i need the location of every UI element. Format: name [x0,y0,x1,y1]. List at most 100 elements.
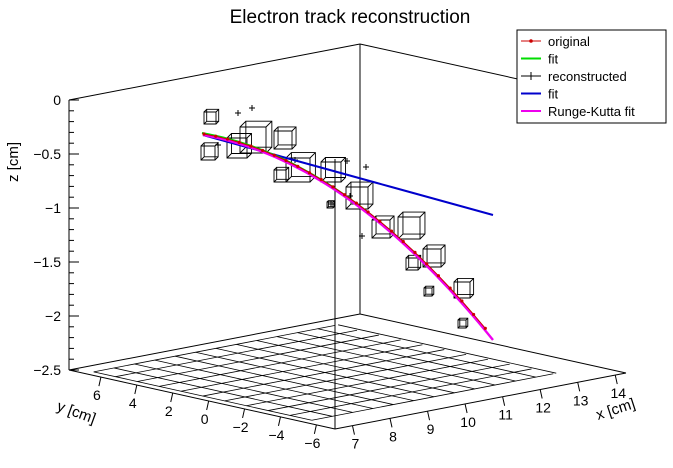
x-major-tick [577,382,581,392]
original-point [436,274,441,278]
floor-gridline [93,371,312,421]
y-tick-label: 0 [201,411,209,427]
x-major-tick [502,396,506,406]
y-major-tick [170,392,174,403]
y-major-tick [134,384,138,395]
x-major-tick [427,411,431,421]
y-major-tick [242,408,246,419]
series-runge-kutta-fit [202,133,494,341]
y-tick-label: −2 [233,419,249,435]
y-major-tick [313,424,317,434]
legend-label: fit [548,87,559,102]
y-axis-label: y [cm] [55,398,98,428]
reconstructed-cell-box [273,166,290,183]
series-layer [200,105,494,341]
chart-title: Electron track reconstruction [230,7,471,28]
y-axis: 6 4 2 0 −2 −4 −6 [93,376,321,451]
reconstructed-cell-box [453,277,475,299]
x-tick-label: 9 [427,421,435,437]
original-point [331,185,335,189]
legend-entry: original [521,34,590,49]
reconstructed-point [235,110,241,116]
x-tick-label: 8 [389,428,397,444]
legend-swatch-mark [529,39,533,43]
y-tick-label: 4 [129,395,137,411]
reconstructed-point [359,233,365,239]
z-axis-label: z [cm] [5,142,22,182]
z-tick-label: 0 [53,92,61,108]
x-tick-label: 11 [498,407,513,423]
original-point [307,171,312,175]
x-tick-label: 12 [535,400,551,416]
reconstructed-point [363,164,369,170]
legend-label: reconstructed [548,69,627,84]
legend-entry: fit [521,52,559,67]
x-tick-label: 14 [610,385,626,401]
box-edge [359,313,627,374]
original-point [471,312,476,317]
reconstructed-cell-box [203,108,220,125]
original-point [425,262,429,266]
z-tick-label: −1.5 [33,254,61,270]
x-major-tick [539,389,543,399]
reconstructed-point [215,142,221,148]
x-axis-line [334,372,627,430]
original-point [225,137,230,141]
floor-gridline [175,355,394,405]
legend-label: original [548,34,590,49]
floor-gridline [154,359,374,409]
original-point [483,326,487,330]
floor-gridline [215,347,435,398]
legend-entry: Runge-Kutta fit [521,104,635,119]
reconstructed-point [328,201,334,207]
z-axis: 0 −0.5 −1 −1.5 −2 −2.5 [33,92,79,378]
original-point [319,177,323,182]
y-tick-label: 6 [93,387,101,403]
original-point [389,229,394,233]
series-fit-green [201,132,485,328]
original-point [413,250,417,255]
legend-box [516,29,667,124]
original-point [378,219,382,223]
floor-gridline [311,373,554,421]
reconstructed-cell-box [422,244,446,268]
reconstructed-point [249,105,255,111]
original-point [448,286,452,290]
z-tick-label: −2.5 [33,362,61,378]
y-major-tick [206,400,210,411]
floor-grid [93,324,557,421]
floor-gridline [113,367,333,417]
original-point [214,134,218,138]
original-point [261,148,265,153]
x-major-tick [614,374,618,385]
reconstructed-cell-box [320,157,346,183]
original-point [401,239,405,244]
original-point [272,153,276,157]
floor-gridline [289,368,532,416]
original-point [354,201,358,205]
y-tick-label: −6 [304,435,320,451]
legend-entry: fit [521,87,559,102]
y-tick-label: 2 [165,403,173,419]
floor-gridline [276,336,496,386]
box-frame [68,43,627,430]
box-edge [68,43,361,101]
reconstructed-cell-box [345,181,374,210]
y-tick-label: −4 [268,427,284,443]
y-major-tick [277,416,281,427]
reconstructed-cell-box [423,285,435,297]
original-point [460,299,464,303]
x-tick-label: 13 [573,392,589,408]
x-major-tick [389,418,393,428]
legend: original fit reconstructed fit Runge-Kutta f… [516,29,667,124]
original-point [284,158,288,163]
original-point [237,140,241,144]
x-tick-label: 7 [352,436,360,452]
z-tick-label: −0.5 [33,146,61,162]
z-tick-label: −2 [45,308,61,324]
original-point [296,164,300,168]
original-point [343,193,347,197]
reconstructed-cell-box [397,211,426,240]
